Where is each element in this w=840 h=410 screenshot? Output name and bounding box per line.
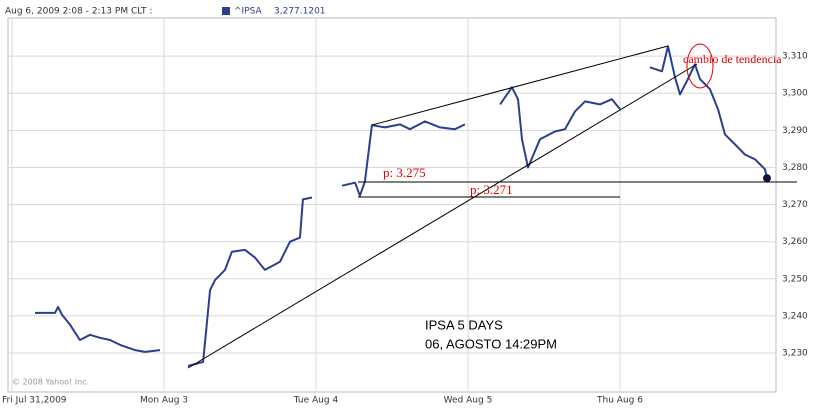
grid bbox=[8, 18, 776, 392]
price-note: p: 3.275 bbox=[383, 165, 426, 180]
y-tick-label: 3,260 bbox=[782, 237, 808, 247]
highlight-circle bbox=[686, 43, 714, 89]
copyright: © 2008 Yahoo! Inc. bbox=[12, 378, 89, 387]
y-tick-label: 3,250 bbox=[782, 274, 808, 284]
y-tick-label: 3,290 bbox=[782, 126, 808, 136]
legend-last-value: 3,277.1201 bbox=[274, 7, 326, 17]
note-title: IPSA 5 DAYS bbox=[425, 317, 503, 332]
y-tick-label: 3,280 bbox=[782, 163, 808, 173]
legend-name: ^IPSA bbox=[234, 7, 263, 17]
trend-note: cambio de tendencia bbox=[683, 52, 782, 66]
y-tick-label: 3,240 bbox=[782, 311, 808, 321]
last-point bbox=[762, 174, 771, 183]
x-tick-label: Thu Aug 6 bbox=[596, 396, 643, 406]
trend-line bbox=[371, 45, 669, 126]
y-tick-label: 3,310 bbox=[782, 52, 808, 62]
y-tick-label: 3,270 bbox=[782, 200, 808, 210]
x-tick-label: Wed Aug 5 bbox=[444, 396, 493, 406]
x-tick-label: Mon Aug 3 bbox=[140, 396, 188, 406]
note-date: 06, AGOSTO 14:29PM bbox=[425, 336, 557, 351]
trend-line bbox=[187, 63, 698, 369]
x-tick-label: Tue Aug 4 bbox=[293, 396, 339, 406]
price-note: p: 3.271 bbox=[470, 182, 513, 197]
trend-lines bbox=[187, 43, 797, 369]
legend-swatch bbox=[222, 7, 230, 15]
price-line bbox=[35, 45, 768, 367]
header-date: Aug 6, 2009 2:08 - 2:13 PM CLT : bbox=[5, 7, 152, 17]
series bbox=[35, 45, 771, 367]
x-tick-label: Fri Jul 31,2009 bbox=[2, 396, 67, 406]
y-tick-label: 3,300 bbox=[782, 89, 808, 99]
y-tick-label: 3,230 bbox=[782, 349, 808, 359]
